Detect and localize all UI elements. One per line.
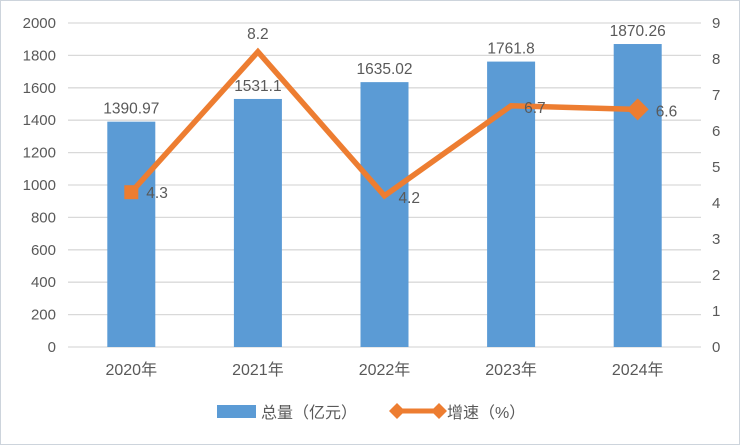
legend-bar-label: 总量（亿元）	[261, 404, 357, 422]
left-axis-tick-label: 1600	[23, 80, 56, 97]
left-axis-tick-label: 1800	[23, 47, 56, 64]
left-axis-tick-label: 400	[31, 274, 56, 291]
bar	[107, 121, 156, 347]
right-axis-tick-label: 7	[712, 87, 720, 104]
left-axis-tick-label: 2000	[23, 15, 56, 32]
line-marker-diamond	[626, 98, 649, 121]
right-axis-tick-label: 8	[712, 51, 720, 68]
x-axis-category-label: 2022年	[359, 361, 411, 379]
x-axis-category-label: 2021年	[232, 361, 284, 379]
bar	[360, 82, 409, 347]
right-axis-tick-label: 1	[712, 303, 720, 320]
left-axis-tick-label: 1200	[23, 145, 56, 162]
line-value-label: 6.7	[524, 100, 546, 117]
x-axis-category-label: 2023年	[485, 361, 537, 379]
left-axis-tick-label: 1000	[23, 177, 56, 194]
right-axis-tick-label: 4	[712, 195, 720, 212]
line-value-label: 4.3	[146, 185, 168, 202]
right-axis-tick-label: 0	[712, 339, 720, 356]
line-value-label: 4.2	[399, 190, 421, 207]
right-axis-tick-label: 9	[712, 15, 720, 32]
right-axis-tick-label: 2	[712, 267, 720, 284]
right-axis-tick-label: 6	[712, 123, 720, 140]
legend-bar-swatch	[217, 405, 256, 418]
legend-diamond-marker	[431, 403, 447, 419]
legend-line-label: 增速（%）	[447, 404, 525, 422]
x-axis-category-label: 2024年	[612, 361, 664, 379]
bar-value-label: 1531.1	[234, 78, 281, 95]
line-value-label: 8.2	[247, 26, 269, 43]
line-value-label: 6.6	[656, 103, 678, 120]
growth-line	[129, 47, 638, 200]
left-axis-tick-label: 600	[31, 242, 56, 259]
bar-value-label: 1761.8	[487, 41, 534, 58]
left-axis-tick-label: 800	[31, 209, 56, 226]
left-axis-tick-label: 0	[48, 339, 56, 356]
bar	[613, 44, 662, 347]
left-axis-tick-label: 200	[31, 307, 56, 324]
x-axis-category-label: 2020年	[105, 361, 157, 379]
legend-diamond-marker	[389, 403, 405, 419]
bar-value-label: 1635.02	[356, 61, 412, 78]
left-axis-tick-label: 1400	[23, 112, 56, 129]
bar-value-label: 1870.26	[610, 23, 666, 40]
bar	[233, 98, 282, 348]
right-axis-tick-label: 5	[712, 159, 720, 176]
line-marker-square	[124, 185, 139, 200]
right-axis-tick-label: 3	[712, 231, 720, 248]
bar-value-label: 1390.97	[103, 101, 159, 118]
